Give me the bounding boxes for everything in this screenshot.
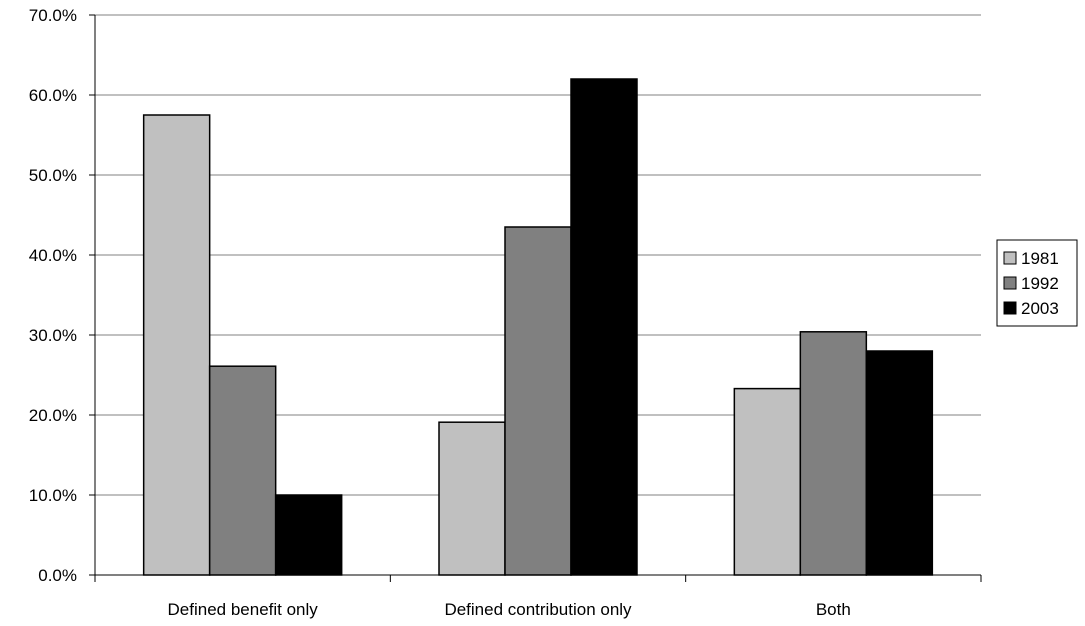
legend: 1981 1992 2003 [996,239,1078,327]
legend-swatch-2003 [1003,301,1017,315]
y-tick-label: 40.0% [29,246,77,265]
y-tick-label: 50.0% [29,166,77,185]
y-tick-label: 30.0% [29,326,77,345]
bar-1992-0 [208,365,277,576]
y-tick-labels: 0.0% 10.0% 20.0% 30.0% 40.0% 50.0% 60.0% 70.0% [29,6,77,585]
bar-1981-0 [142,114,211,576]
y-tick-label: 10.0% [29,486,77,505]
bars [142,78,934,576]
bar-2003-2 [865,350,934,576]
legend-swatch-1981 [1003,251,1017,265]
bar-2003-0 [274,494,343,576]
y-tick-label: 0.0% [38,566,77,585]
legend-swatch-1992 [1003,276,1017,290]
bar-1992-2 [799,331,868,576]
x-tick-label: Defined contribution only [444,600,632,619]
bar-1992-1 [504,226,572,576]
y-tick-label: 20.0% [29,406,77,425]
y-tick-label: 60.0% [29,86,77,105]
axes [89,14,982,582]
legend-label-2003: 2003 [1021,299,1059,318]
legend-label-1992: 1992 [1021,274,1059,293]
x-tick-labels: Defined benefit only Defined contribution… [168,600,851,619]
bar-1981-1 [438,421,506,576]
y-tick-label: 70.0% [29,6,77,25]
bar-2003-1 [570,78,638,576]
bar-1981-2 [733,387,802,576]
x-tick-label: Both [816,600,851,619]
x-tick-label: Defined benefit only [168,600,319,619]
legend-label-1981: 1981 [1021,249,1059,268]
